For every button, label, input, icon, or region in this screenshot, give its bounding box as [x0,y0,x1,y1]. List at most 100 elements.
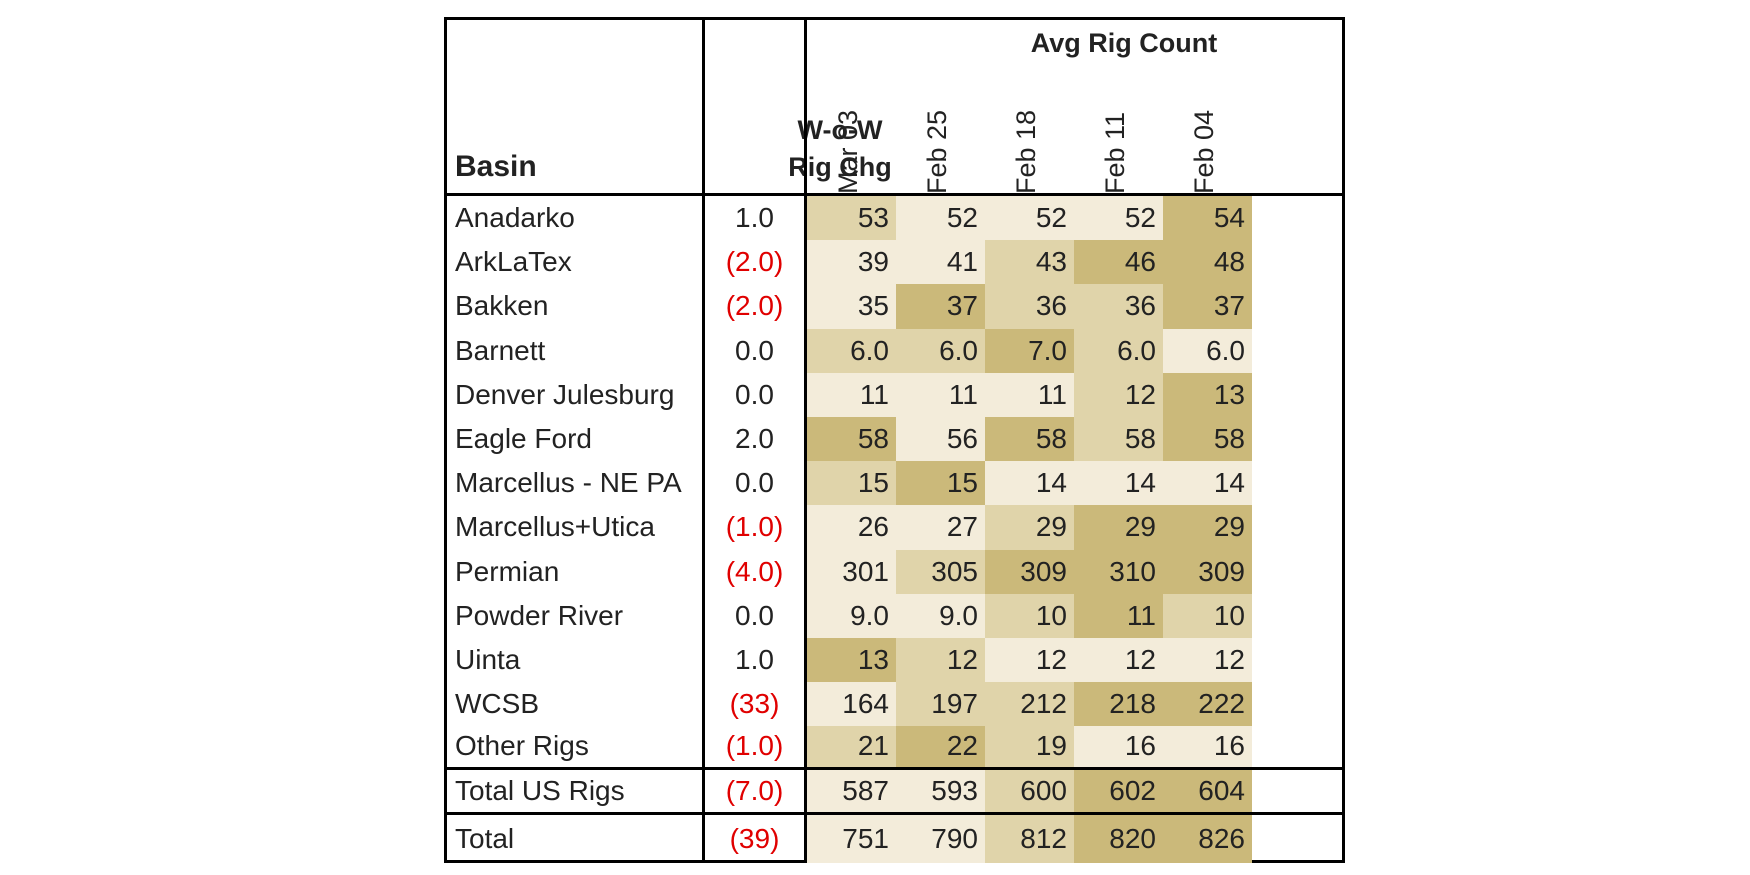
basin-name-cell: Permian [455,555,560,587]
us-total-divider [447,767,1342,770]
rig-count-cell: 36 [985,284,1074,329]
rig-count-cell: 41 [896,240,985,285]
date-column-header: Mar 03 [833,109,863,194]
rig-count-cell: 21 [807,726,896,767]
basin-name-cell: Bakken [455,290,549,322]
rig-count-cell: 751 [807,815,896,863]
rig-count-cell: 593 [896,770,985,812]
divider-change [804,20,807,860]
basin-name-cell: Total US Rigs [455,775,625,806]
grand-total-divider [447,812,1342,815]
basin-name-cell: Marcellus+Utica [455,511,655,543]
rig-count-cell: 19 [985,726,1074,767]
rig-count-cell: 39 [807,240,896,285]
rig-count-cell: 6.0 [807,328,896,373]
rig-count-cell: 604 [1163,770,1252,812]
basin-name-cell: Powder River [455,599,624,631]
rig-count-cell: 12 [985,638,1074,683]
basin-name-cell: ArkLaTex [455,246,572,278]
rig-count-cell: 14 [1163,461,1252,506]
rig-count-cell: 22 [896,726,985,767]
rig-count-cell: 9.0 [807,593,896,638]
rig-count-cell: 58 [1163,417,1252,462]
rig-count-cell: 6.0 [1163,328,1252,373]
rig-count-cell: 309 [985,549,1074,594]
wow-change-cell: 0.0 [735,599,774,631]
rig-count-cell: 29 [1074,505,1163,550]
rig-count-cell: 37 [896,284,985,329]
rig-count-cell: 10 [1163,593,1252,638]
rig-count-cell: 54 [1163,196,1252,241]
rig-count-cell: 36 [1074,284,1163,329]
rig-count-cell: 29 [985,505,1074,550]
rig-count-cell: 7.0 [985,328,1074,373]
wow-change-cell: 1.0 [735,644,774,675]
wow-change-cell: (1.0) [725,511,784,543]
basin-name-cell: Anadarko [455,202,575,233]
date-column-header: Feb 11 [1100,111,1130,194]
rig-count-cell: 301 [807,549,896,594]
rig-count-cell: 820 [1074,815,1163,863]
rig-count-table: Basin W-o-W Rig Chg Avg Rig Count Anadar… [444,17,1345,863]
rig-count-cell: 812 [985,815,1074,863]
rig-count-cell: 12 [1074,372,1163,417]
rig-count-cell: 11 [896,372,985,417]
rig-count-cell: 12 [896,638,985,683]
divider-basin [702,20,705,860]
rig-count-cell: 16 [1074,726,1163,767]
rig-count-cell: 35 [807,284,896,329]
rig-count-cell: 164 [807,682,896,727]
rig-count-cell: 600 [985,770,1074,812]
basin-name-cell: WCSB [455,688,539,720]
rig-count-cell: 309 [1163,549,1252,594]
rig-count-cell: 14 [1074,461,1163,506]
rig-count-cell: 305 [896,549,985,594]
rig-count-cell: 29 [1163,505,1252,550]
rig-count-cell: 16 [1163,726,1252,767]
rig-count-cell: 11 [807,372,896,417]
basin-name-cell: Uinta [455,644,521,675]
wow-change-cell: (4.0) [725,555,784,587]
basin-name-cell: Marcellus - NE PA [455,467,682,499]
rig-count-cell: 11 [985,372,1074,417]
rig-count-cell: 15 [896,461,985,506]
rig-count-cell: 37 [1163,284,1252,329]
rig-count-cell: 222 [1163,682,1252,727]
rig-count-cell: 58 [807,417,896,462]
wow-change-cell: 0.0 [735,334,774,366]
rig-count-cell: 58 [1074,417,1163,462]
rig-count-cell: 26 [807,505,896,550]
date-column-header: Feb 18 [1011,109,1041,194]
rig-count-cell: 27 [896,505,985,550]
wow-change-cell: 0.0 [735,378,774,410]
basin-header: Basin [455,150,537,183]
rig-count-cell: 58 [985,417,1074,462]
wow-change-cell: (33) [729,688,780,720]
rig-count-cell: 12 [1074,638,1163,683]
basin-name-cell: Eagle Ford [455,423,592,454]
header-divider [447,193,1342,196]
rig-count-cell: 587 [807,770,896,812]
wow-change-cell: 2.0 [735,423,774,454]
rig-count-cell: 10 [985,593,1074,638]
rig-count-cell: 218 [1074,682,1163,727]
rig-count-cell: 197 [896,682,985,727]
rig-count-cell: 15 [807,461,896,506]
rig-count-cell: 310 [1074,549,1163,594]
wow-change-cell: 1.0 [735,202,774,233]
basin-name-cell: Barnett [455,334,546,366]
avg-rig-count-header: Avg Rig Count [1030,28,1218,58]
basin-name-cell: Total [455,823,515,854]
date-column-header: Feb 04 [1189,109,1219,194]
rig-count-cell: 790 [896,815,985,863]
rig-count-cell: 43 [985,240,1074,285]
rig-count-cell: 9.0 [896,593,985,638]
rig-count-cell: 48 [1163,240,1252,285]
rig-count-cell: 13 [807,638,896,683]
wow-change-cell: 0.0 [735,467,774,499]
wow-change-cell: (7.0) [725,775,784,806]
wow-change-cell: (2.0) [725,246,784,278]
rig-count-cell: 6.0 [896,328,985,373]
rig-count-cell: 212 [985,682,1074,727]
wow-change-cell: (1.0) [725,730,784,762]
